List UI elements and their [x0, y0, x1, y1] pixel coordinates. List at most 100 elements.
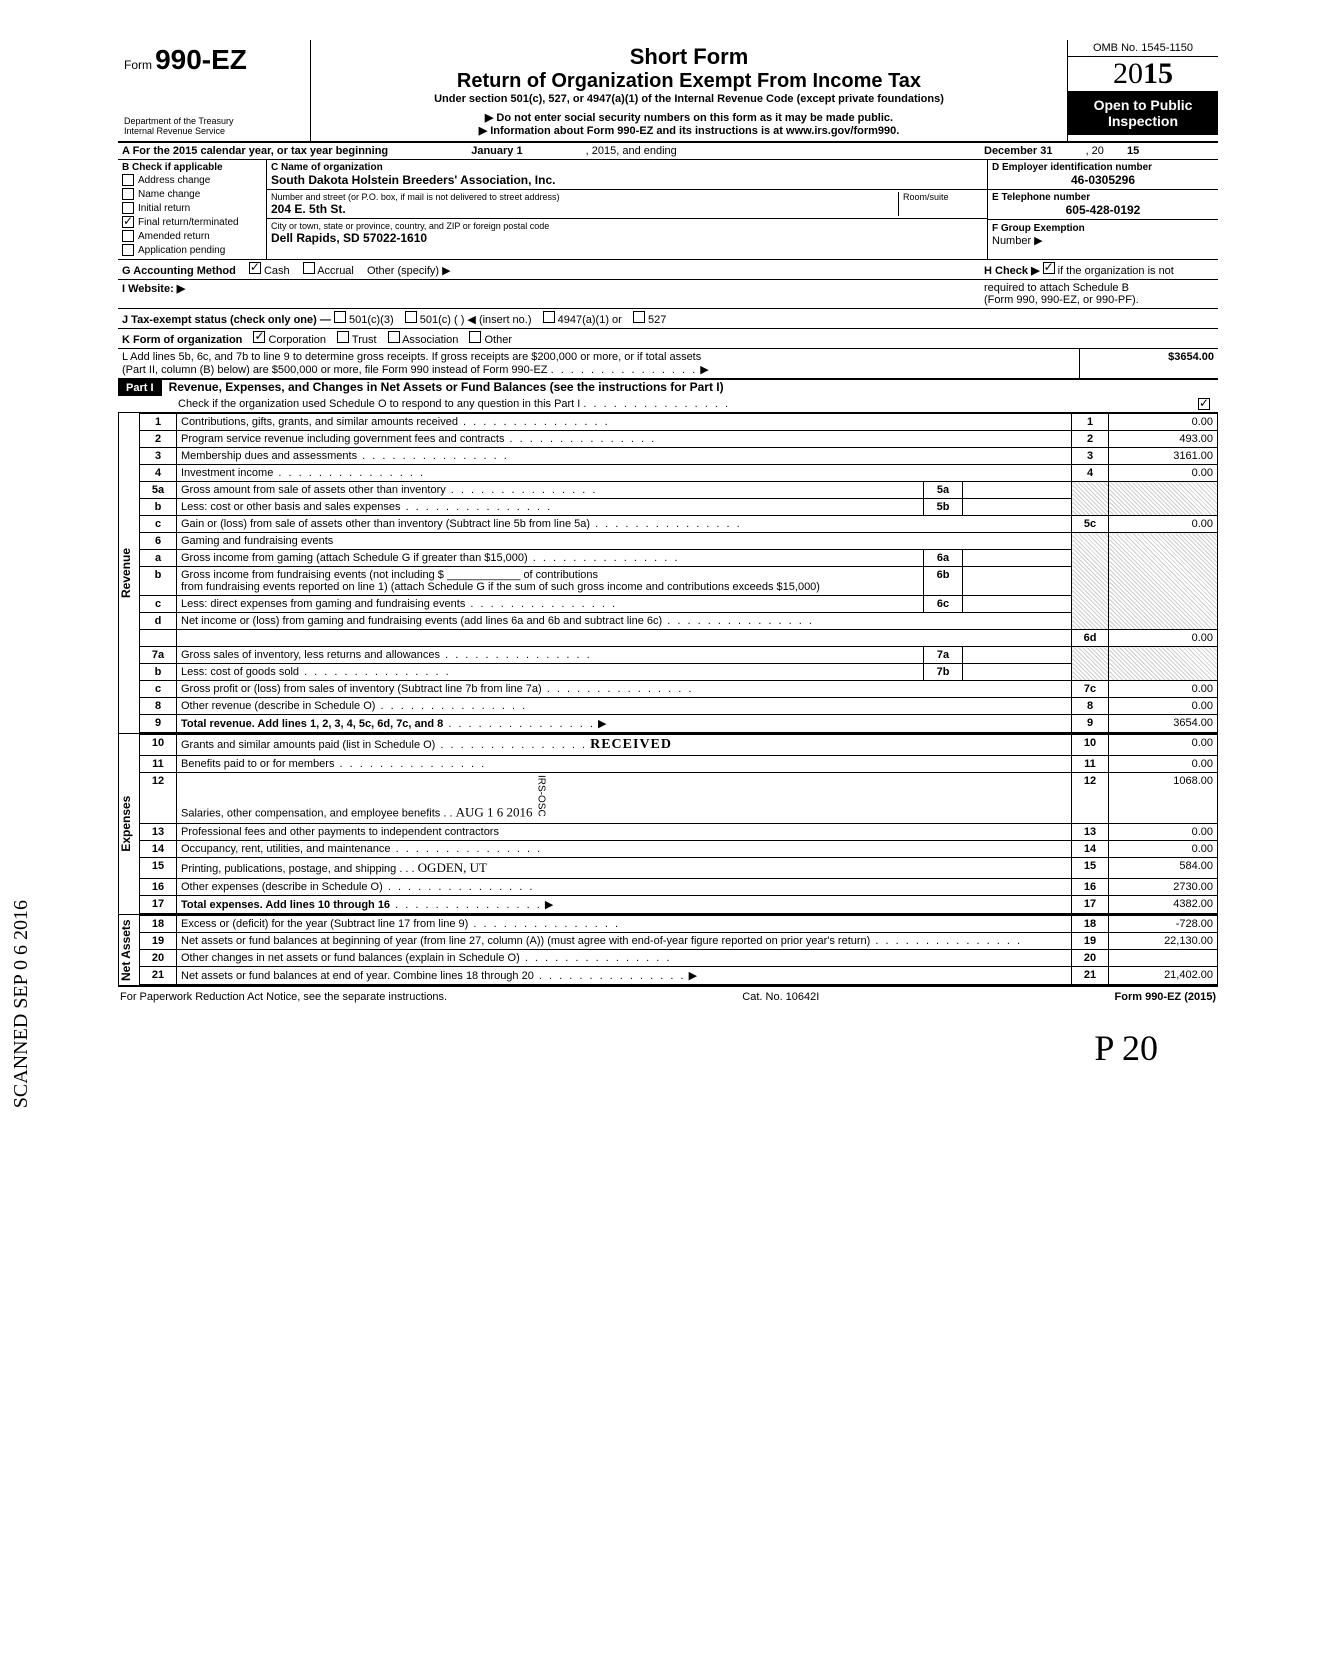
- j-label: J Tax-exempt status (check only one) —: [122, 314, 331, 326]
- d-label: D Employer identification number: [992, 162, 1214, 173]
- a-end: December 31: [984, 145, 1053, 157]
- short-form-label: Short Form: [319, 44, 1059, 70]
- footer-left: For Paperwork Reduction Act Notice, see …: [120, 991, 447, 1003]
- line-9: 9Total revenue. Add lines 1, 2, 3, 4, 5c…: [140, 715, 1218, 733]
- g-label: G Accounting Method: [122, 265, 236, 277]
- row-gh: G Accounting Method Cash Accrual Other (…: [118, 260, 1218, 280]
- addr-label: Number and street (or P.O. box, if mail …: [271, 192, 898, 202]
- i-label: I Website: ▶: [122, 283, 185, 295]
- k-assoc-cb[interactable]: [388, 331, 400, 343]
- ein: 46-0305296: [992, 173, 1214, 187]
- a-mid: , 2015, and ending: [586, 145, 677, 157]
- line-6d: 6d0.00: [140, 630, 1218, 647]
- year-suffix: 15: [1143, 57, 1173, 90]
- k-other-cb[interactable]: [469, 331, 481, 343]
- line-3: 3Membership dues and assessments33161.00: [140, 448, 1218, 465]
- line-21: 21Net assets or fund balances at end of …: [140, 966, 1218, 984]
- revenue-side-label: Revenue: [118, 413, 139, 733]
- j-501c-cb[interactable]: [405, 311, 417, 323]
- line-11: 11Benefits paid to or for members110.00: [140, 756, 1218, 773]
- bcdef-block: B Check if applicable Address change Nam…: [118, 160, 1218, 260]
- g-cash: Cash: [264, 265, 290, 277]
- open-line2: Inspection: [1070, 113, 1216, 129]
- line-6c: cLess: direct expenses from gaming and f…: [140, 596, 1218, 613]
- revenue-table: 1Contributions, gifts, grants, and simil…: [139, 413, 1218, 733]
- line-17: 17Total expenses. Add lines 10 through 1…: [140, 895, 1218, 913]
- a-yr-label: , 20: [1086, 145, 1104, 157]
- k-assoc: Association: [402, 334, 458, 346]
- line-13: 13Professional fees and other payments t…: [140, 823, 1218, 840]
- expenses-section: Expenses 10Grants and similar amounts pa…: [118, 734, 1218, 915]
- l-arrow: ▶: [700, 364, 708, 376]
- k-other: Other: [484, 334, 512, 346]
- a-begin: January 1: [471, 145, 522, 157]
- g-accrual: Accrual: [317, 265, 354, 277]
- j-527-cb[interactable]: [633, 311, 645, 323]
- k-trust: Trust: [352, 334, 377, 346]
- line-15: 15Printing, publications, postage, and s…: [140, 857, 1218, 878]
- h-text: if the organization is not: [1058, 265, 1174, 277]
- city: Dell Rapids, SD 57022-1610: [271, 231, 983, 245]
- e-label: E Telephone number: [992, 192, 1214, 203]
- line-8: 8Other revenue (describe in Schedule O)8…: [140, 698, 1218, 715]
- b-name-change[interactable]: Name change: [122, 187, 262, 201]
- line-7a: 7aGross sales of inventory, less returns…: [140, 647, 1218, 664]
- header-right: OMB No. 1545-1150 2015 Open to Public In…: [1068, 40, 1218, 141]
- part1-check-cb[interactable]: [1198, 398, 1210, 410]
- stamp-irs: IRS-OSC: [536, 775, 547, 817]
- k-corp-cb[interactable]: [253, 331, 265, 343]
- col-c: C Name of organization South Dakota Hols…: [267, 160, 988, 259]
- line-20: 20Other changes in net assets or fund ba…: [140, 949, 1218, 966]
- line-6a: aGross income from gaming (attach Schedu…: [140, 550, 1218, 567]
- footer: For Paperwork Reduction Act Notice, see …: [118, 987, 1218, 1007]
- f-label: F Group Exemption: [992, 223, 1085, 234]
- b-amended[interactable]: Amended return: [122, 229, 262, 243]
- k-trust-cb[interactable]: [337, 331, 349, 343]
- a-yr: 15: [1127, 145, 1139, 157]
- row-j: J Tax-exempt status (check only one) — 5…: [118, 309, 1218, 329]
- tax-year: 2015: [1068, 57, 1218, 91]
- k-label: K Form of organization: [122, 334, 242, 346]
- k-corp: Corporation: [269, 334, 326, 346]
- b-initial-return[interactable]: Initial return: [122, 201, 262, 215]
- b-address-change[interactable]: Address change: [122, 173, 262, 187]
- footer-cat: Cat. No. 10642I: [742, 991, 819, 1003]
- h-cb[interactable]: [1043, 262, 1055, 274]
- line-12: 12Salaries, other compensation, and empl…: [140, 773, 1218, 824]
- a-label: A For the 2015 calendar year, or tax yea…: [122, 145, 388, 157]
- line-14: 14Occupancy, rent, utilities, and mainte…: [140, 840, 1218, 857]
- l-value: 3654.00: [1174, 351, 1214, 363]
- part1-badge: Part I: [118, 380, 162, 396]
- row-i: I Website: ▶ required to attach Schedule…: [118, 280, 1218, 309]
- l-text2: (Part II, column (B) below) are $500,000…: [122, 364, 548, 376]
- b-pending[interactable]: Application pending: [122, 243, 262, 257]
- f-label2: Number ▶: [992, 235, 1043, 247]
- line-18: 18Excess or (deficit) for the year (Subt…: [140, 915, 1218, 932]
- l-dollar: $: [1168, 351, 1174, 363]
- line-6: 6Gaming and fundraising events: [140, 533, 1218, 550]
- line-1: 1Contributions, gifts, grants, and simil…: [140, 414, 1218, 431]
- j-501c3-cb[interactable]: [334, 311, 346, 323]
- open-line1: Open to Public: [1070, 97, 1216, 113]
- footer-right: Form 990-EZ (2015): [1115, 991, 1216, 1003]
- omb-number: OMB No. 1545-1150: [1068, 40, 1218, 57]
- line-19: 19Net assets or fund balances at beginni…: [140, 932, 1218, 949]
- col-d: D Employer identification number 46-0305…: [988, 160, 1218, 259]
- b-label: B Check if applicable: [122, 162, 262, 173]
- g-accrual-cb[interactable]: [303, 262, 315, 274]
- b-final-return[interactable]: Final return/terminated: [122, 215, 262, 229]
- j-4947: 4947(a)(1) or: [558, 314, 622, 326]
- row-k: K Form of organization Corporation Trust…: [118, 329, 1218, 349]
- l-text1: L Add lines 5b, 6c, and 7b to line 9 to …: [122, 351, 1075, 363]
- street: 204 E. 5th St.: [271, 202, 898, 216]
- org-name: South Dakota Holstein Breeders' Associat…: [271, 173, 983, 187]
- j-4947-cb[interactable]: [543, 311, 555, 323]
- col-b: B Check if applicable Address change Nam…: [118, 160, 267, 259]
- part1-title: Revenue, Expenses, and Changes in Net As…: [165, 378, 728, 396]
- line-16: 16Other expenses (describe in Schedule O…: [140, 878, 1218, 895]
- line-5a: 5aGross amount from sale of assets other…: [140, 482, 1218, 499]
- line-5c: cGain or (loss) from sale of assets othe…: [140, 516, 1218, 533]
- j-501c3: 501(c)(3): [349, 314, 394, 326]
- g-cash-cb[interactable]: [249, 262, 261, 274]
- stamp-date: AUG 1 6 2016: [456, 805, 533, 820]
